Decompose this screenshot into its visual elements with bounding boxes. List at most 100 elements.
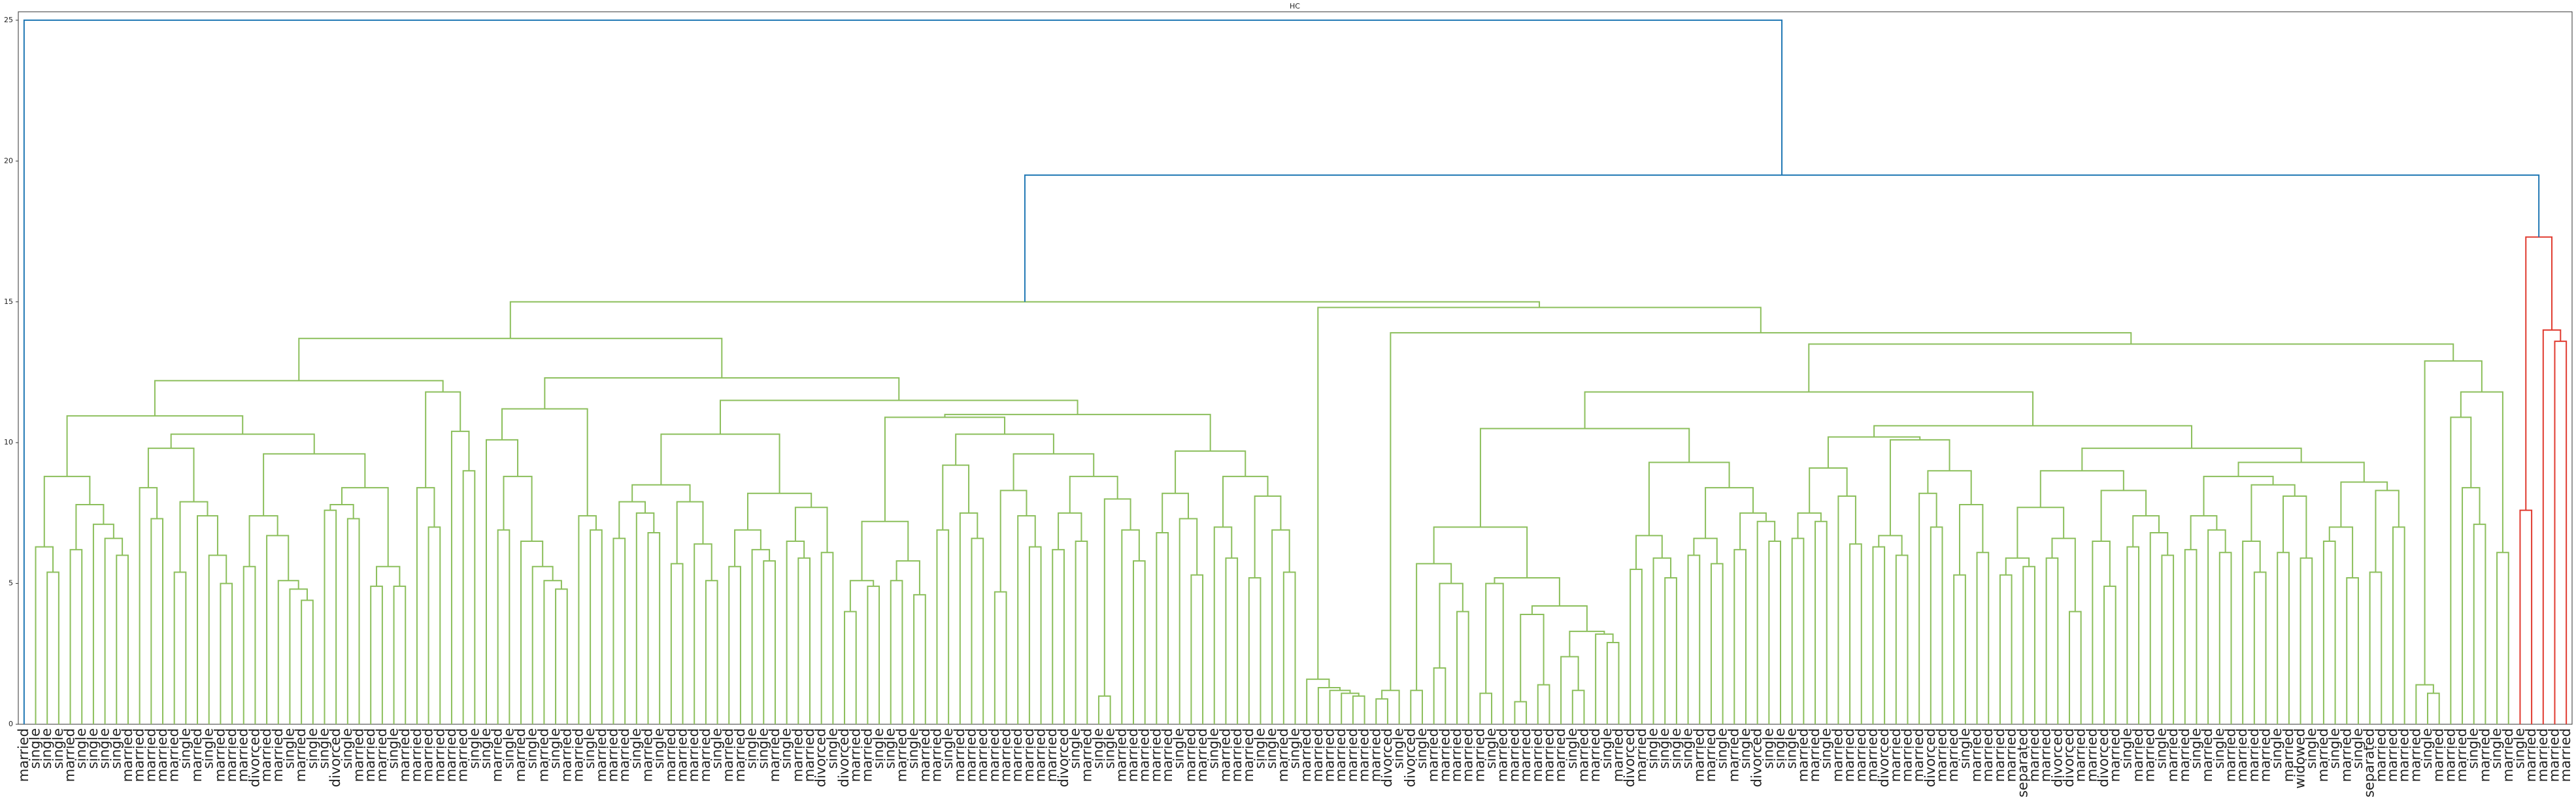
link bbox=[1791, 537, 1805, 724]
leaf-label: married bbox=[1471, 728, 1487, 782]
link bbox=[2473, 524, 2486, 724]
leaf-label: married bbox=[1888, 728, 1903, 782]
leaf-label: married bbox=[1691, 728, 1707, 782]
link bbox=[1849, 543, 1862, 724]
leaf-label: married bbox=[1830, 728, 1845, 782]
leaf-label: married bbox=[154, 728, 170, 782]
link bbox=[994, 591, 1007, 724]
link bbox=[1635, 535, 1663, 570]
leaf-label: married bbox=[998, 728, 1014, 782]
leaf-label: single bbox=[39, 728, 54, 769]
link bbox=[520, 540, 544, 724]
link bbox=[2322, 540, 2336, 724]
link bbox=[844, 611, 857, 724]
leaf-label: single bbox=[1957, 728, 1973, 769]
leaf-label: separated bbox=[2362, 728, 2377, 797]
link bbox=[2190, 515, 2218, 550]
link bbox=[867, 585, 880, 724]
leaf-label: married bbox=[374, 728, 390, 782]
leaf-label: married bbox=[2038, 728, 2054, 782]
link bbox=[2283, 495, 2307, 558]
leaf-label: married bbox=[2003, 728, 2019, 782]
leaf-label: married bbox=[1137, 728, 1152, 782]
leaf-label: widowed bbox=[2292, 728, 2308, 789]
link bbox=[797, 557, 811, 724]
link bbox=[612, 537, 626, 724]
link bbox=[289, 588, 308, 724]
y-tick-label: 5 bbox=[8, 579, 13, 588]
link bbox=[393, 585, 407, 724]
leaf-label: married bbox=[1552, 728, 1568, 782]
link bbox=[1381, 690, 1400, 724]
leaf-label: single bbox=[1252, 728, 1267, 769]
link bbox=[376, 565, 401, 586]
link bbox=[746, 492, 812, 530]
leaf-label: married bbox=[675, 728, 690, 782]
leaf-label: single bbox=[305, 728, 320, 769]
leaf-label: married bbox=[409, 728, 424, 782]
leaf-label: married bbox=[732, 728, 748, 782]
leaf-label: married bbox=[2407, 728, 2423, 782]
leaf-label: single bbox=[824, 728, 840, 769]
link bbox=[1652, 557, 1672, 724]
leaf-label: married bbox=[1633, 728, 1649, 782]
link bbox=[694, 543, 712, 724]
leaf-label: married bbox=[1992, 728, 2007, 782]
link bbox=[170, 433, 315, 454]
link bbox=[635, 512, 655, 724]
leaf-label: married bbox=[1367, 728, 1383, 782]
leaf-label: married bbox=[1853, 728, 1869, 782]
link bbox=[2496, 552, 2509, 724]
leaf-label: married bbox=[801, 728, 817, 782]
leaf-label: single bbox=[1102, 728, 1118, 769]
leaf-label: married bbox=[2384, 728, 2400, 782]
link bbox=[751, 548, 771, 724]
link bbox=[1213, 526, 1233, 724]
link bbox=[425, 391, 461, 488]
leaf-label: married bbox=[1611, 728, 1626, 782]
leaf-label: married bbox=[1495, 728, 1511, 782]
leaf-label: single bbox=[1818, 728, 1834, 769]
leaf-label: single bbox=[73, 728, 89, 769]
link bbox=[734, 529, 761, 567]
link bbox=[1930, 526, 1943, 724]
leaf-label: married bbox=[1934, 728, 1950, 782]
link bbox=[301, 599, 314, 724]
link bbox=[1606, 642, 1620, 724]
leaf-label: single bbox=[1483, 728, 1499, 769]
leaf-label: married bbox=[189, 728, 205, 782]
leaf-label: single bbox=[2511, 728, 2527, 769]
leaf-label: married bbox=[1980, 728, 1996, 782]
link bbox=[1479, 427, 1690, 528]
leaf-label: married bbox=[1807, 728, 1822, 782]
link bbox=[2277, 552, 2290, 724]
leaf-label: married bbox=[1298, 728, 1314, 782]
link bbox=[197, 515, 218, 724]
leaf-label: married bbox=[1506, 728, 1522, 782]
leaf-label: married bbox=[1079, 728, 1094, 782]
link bbox=[2554, 341, 2568, 724]
link bbox=[75, 503, 105, 550]
leaf-label: single bbox=[501, 728, 516, 769]
leaf-label: single bbox=[97, 728, 112, 769]
link bbox=[2525, 236, 2553, 511]
leaf-label: married bbox=[1945, 728, 1961, 782]
link bbox=[324, 509, 337, 724]
leaf-label: married bbox=[559, 728, 575, 782]
link bbox=[2369, 571, 2383, 724]
leaf-label: married bbox=[62, 728, 78, 782]
link bbox=[1873, 425, 2192, 448]
leaf-label: married bbox=[1703, 728, 1718, 782]
leaf-label: married bbox=[490, 728, 505, 782]
link bbox=[2450, 416, 2472, 724]
leaf-label: married bbox=[848, 728, 863, 782]
leaf-label: divorced bbox=[246, 728, 262, 787]
link bbox=[2081, 447, 2302, 471]
leaf-label: single bbox=[524, 728, 540, 769]
link bbox=[1017, 515, 1036, 724]
leaf-label: single bbox=[1668, 728, 1684, 769]
link bbox=[2250, 484, 2296, 541]
leaf-label: married bbox=[120, 728, 135, 782]
link bbox=[1433, 526, 1528, 578]
link bbox=[1687, 554, 1701, 724]
